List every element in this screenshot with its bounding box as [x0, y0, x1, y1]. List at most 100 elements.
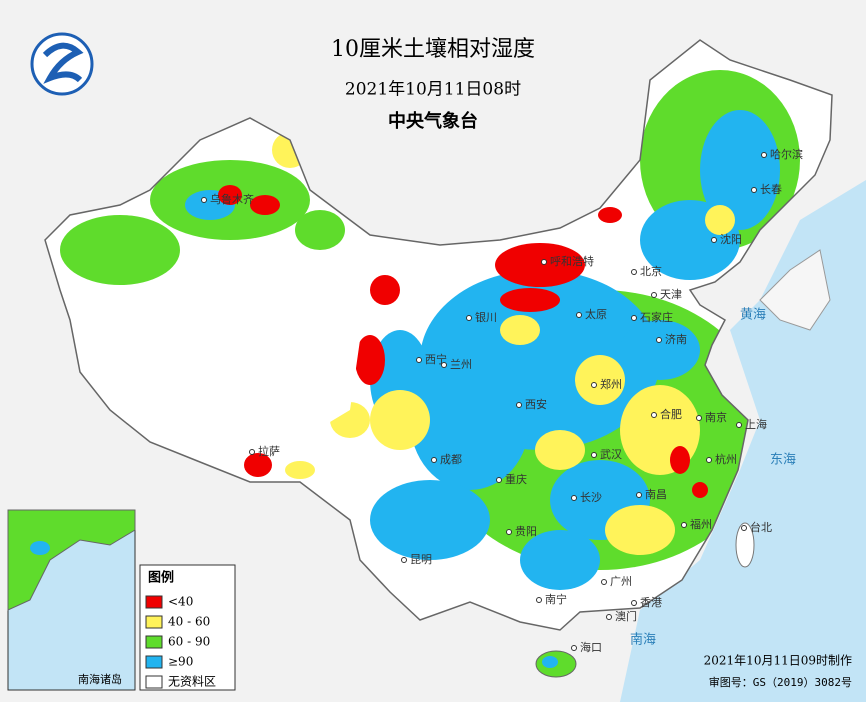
legend-label: 60 - 90 [168, 635, 210, 649]
city-dot [571, 495, 577, 501]
city-dot [441, 362, 447, 368]
city-label: 郑州 [600, 377, 622, 391]
moisture-patch [598, 207, 622, 223]
city-dot [741, 525, 747, 531]
city-label: 太原 [585, 308, 607, 321]
city-dot [761, 152, 767, 158]
legend-label: 无资料区 [168, 675, 216, 689]
moisture-patch [535, 430, 585, 470]
legend-swatch [145, 675, 163, 689]
city-label: 济南 [665, 332, 687, 346]
legend-swatch [145, 615, 163, 629]
city-label: 哈尔滨 [770, 147, 803, 161]
moisture-patch [670, 446, 690, 474]
moisture-patch [495, 243, 585, 287]
city-label: 南昌 [645, 488, 667, 501]
city-label: 南宁 [545, 592, 567, 606]
city-label: 武汉 [600, 448, 622, 461]
moisture-patch [295, 210, 345, 250]
city-dot [249, 449, 255, 455]
legend-items: <40 40 - 60 60 - 90 ≥90 无资料区 [145, 595, 216, 689]
title: 10厘米土壤相对湿度 [331, 37, 535, 62]
legend-swatch [145, 655, 163, 669]
moisture-patch [355, 335, 385, 385]
city-dot [541, 259, 547, 265]
moisture-patch [250, 195, 280, 215]
city-dot [631, 600, 637, 606]
city-label: 北京 [640, 264, 662, 278]
moisture-patch [605, 505, 675, 555]
city-label: 沈阳 [720, 232, 742, 246]
moisture-patch [60, 215, 180, 285]
city-dot [751, 187, 757, 193]
city-dot [681, 522, 687, 528]
moisture-patch [370, 480, 490, 560]
legend: 图例 <40 40 - 60 60 - 90 ≥90 无资料区 [139, 564, 236, 691]
city-label: 银川 [475, 310, 497, 324]
moisture-patch [370, 390, 430, 450]
city-dot [696, 415, 702, 421]
city-label: 兰州 [450, 358, 472, 371]
sea-label: 东海 [770, 453, 796, 468]
made-note: 2021年10月11日09时制作 [704, 654, 852, 668]
city-dot [401, 557, 407, 563]
city-dot [651, 292, 657, 298]
city-dot [571, 645, 577, 651]
city-dot [576, 312, 582, 318]
city-label: 昆明 [410, 553, 432, 566]
moisture-patch [370, 275, 400, 305]
city-label: 澳门 [615, 609, 637, 623]
city-label: 天津 [660, 288, 682, 301]
china-land [45, 40, 832, 630]
korea [759, 249, 831, 331]
city-dot [706, 457, 712, 463]
city-label: 呼和浩特 [550, 254, 594, 268]
city-label: 拉萨 [258, 444, 280, 458]
legend-title: 图例 [148, 570, 174, 586]
city-label: 上海 [745, 417, 767, 431]
sea-label: 黄海 [740, 308, 766, 323]
city-dot [431, 457, 437, 463]
city-label: 广州 [610, 575, 632, 588]
city-dot [656, 337, 662, 343]
city-dot [636, 492, 642, 498]
city-label: 重庆 [505, 472, 527, 486]
city-dot [711, 237, 717, 243]
logo-mark [42, 42, 84, 84]
inset: 南海诸岛 [7, 509, 136, 691]
city-dot [536, 597, 542, 603]
city-dot [506, 529, 512, 535]
city-dot [631, 269, 637, 275]
city-label: 西宁 [425, 352, 447, 366]
city-label: 合肥 [660, 407, 682, 421]
city-dot [736, 422, 742, 428]
moisture-patch [500, 315, 540, 345]
inset-label: 南海诸岛 [78, 672, 122, 686]
moisture-patch [575, 355, 625, 405]
city-dot [651, 412, 657, 418]
city-label: 成都 [440, 453, 462, 466]
city-dot [591, 452, 597, 458]
city-label: 贵阳 [515, 525, 537, 538]
city-label: 长沙 [580, 491, 602, 504]
no-data-area [80, 280, 360, 460]
city-label: 石家庄 [640, 310, 673, 324]
city-label: 台北 [750, 520, 772, 534]
hainan-patch [542, 656, 558, 668]
moisture-patch [692, 482, 708, 498]
city-label: 西安 [525, 397, 547, 411]
moisture-patch [500, 288, 560, 312]
moisture-patch [520, 530, 600, 590]
moisture-patch [285, 461, 315, 479]
city-label: 长春 [760, 183, 782, 196]
taiwan [735, 522, 755, 568]
moisture-patch [218, 185, 242, 205]
city-label: 海口 [580, 640, 602, 654]
inset-land [7, 509, 136, 611]
moisture-patch [705, 205, 735, 235]
city-label: 福州 [690, 517, 712, 531]
city-dot [591, 382, 597, 388]
date: 2021年10月11日08时 [345, 80, 521, 100]
